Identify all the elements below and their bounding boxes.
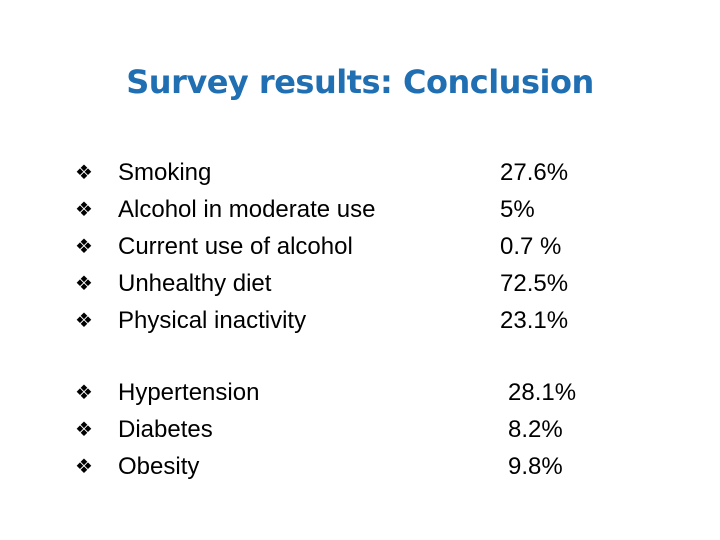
- item-label: Obesity: [118, 453, 200, 480]
- item-value: 23.1%: [500, 307, 569, 334]
- item-value: 72.5%: [500, 270, 569, 297]
- item-value: 5%: [500, 196, 535, 223]
- item-value: 28.1%: [508, 379, 577, 406]
- item-label: Physical inactivity: [118, 307, 307, 334]
- bullet-icon: ❖: [75, 417, 93, 441]
- item-value: 27.6%: [500, 159, 569, 186]
- list-item: ❖ Current use of alcohol 0.7 %: [0, 228, 720, 265]
- item-label: Current use of alcohol: [118, 233, 353, 260]
- item-label: Unhealthy diet: [118, 270, 272, 297]
- item-label: Alcohol in moderate use: [118, 196, 376, 223]
- list-item: ❖ Hypertension 28.1%: [0, 374, 720, 411]
- list-item: ❖ Diabetes 8.2%: [0, 411, 720, 448]
- risk-factors-list: ❖ Smoking 27.6% ❖ Alcohol in moderate us…: [0, 154, 720, 339]
- item-label: Smoking: [118, 159, 212, 186]
- bullet-icon: ❖: [75, 454, 93, 478]
- bullet-icon: ❖: [75, 380, 93, 404]
- item-label: Diabetes: [118, 416, 213, 443]
- list-item: ❖ Alcohol in moderate use 5%: [0, 191, 720, 228]
- bullet-icon: ❖: [75, 160, 93, 184]
- conditions-list: ❖ Hypertension 28.1% ❖ Diabetes 8.2% ❖ O…: [0, 374, 720, 485]
- bullet-icon: ❖: [75, 197, 93, 221]
- list-item: ❖ Physical inactivity 23.1%: [0, 302, 720, 339]
- item-value: 0.7 %: [500, 233, 562, 260]
- list-item: ❖ Smoking 27.6%: [0, 154, 720, 191]
- list-item: ❖ Unhealthy diet 72.5%: [0, 265, 720, 302]
- bullet-icon: ❖: [75, 308, 93, 332]
- item-value: 9.8%: [508, 453, 563, 480]
- list-item: ❖ Obesity 9.8%: [0, 448, 720, 485]
- item-label: Hypertension: [118, 379, 260, 406]
- bullet-icon: ❖: [75, 234, 93, 258]
- item-value: 8.2%: [508, 416, 563, 443]
- slide-title: Survey results: Conclusion: [126, 63, 594, 101]
- bullet-icon: ❖: [75, 271, 93, 295]
